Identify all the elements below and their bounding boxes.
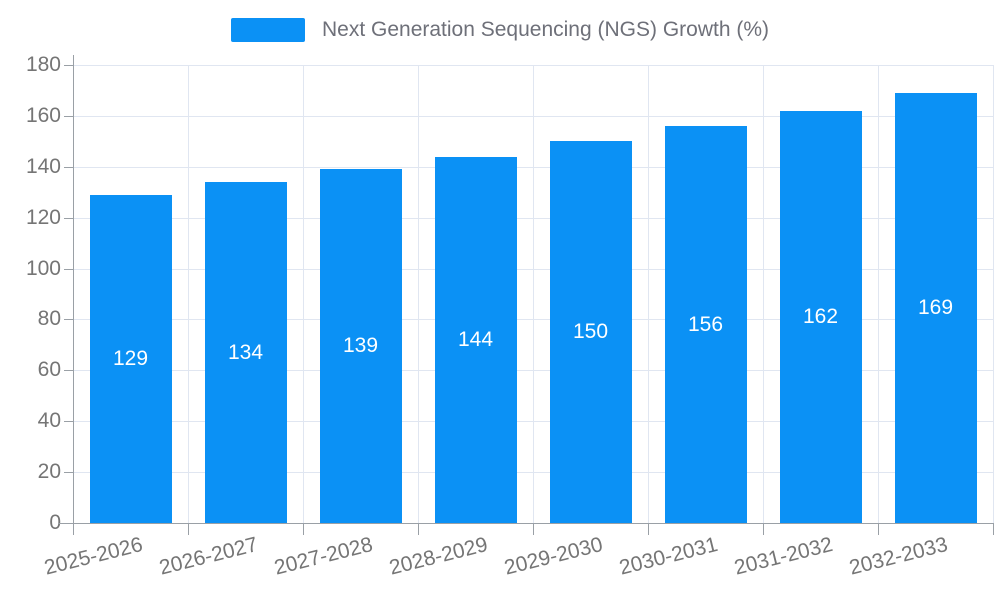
x-axis-tick-label: 2029-2030 xyxy=(502,533,606,580)
y-axis-tick xyxy=(64,166,73,168)
y-axis-tick-label: 20 xyxy=(37,460,61,484)
y-axis-tick xyxy=(64,370,73,372)
bar-2032-2033: 169 xyxy=(894,92,977,523)
bar-2031-2032: 162 xyxy=(779,110,862,523)
bar-value-label: 169 xyxy=(917,295,954,319)
bar-value-label: 162 xyxy=(802,304,839,328)
bar-2029-2030: 150 xyxy=(549,141,632,523)
gridline-vertical xyxy=(188,65,189,523)
x-axis-tick-label: 2030-2031 xyxy=(617,533,721,580)
bar-value-label: 144 xyxy=(457,327,494,351)
bar-value-label: 129 xyxy=(112,346,149,370)
gridline-vertical xyxy=(418,65,419,523)
bar-2030-2031: 156 xyxy=(664,126,747,523)
gridline-vertical xyxy=(648,65,649,523)
x-axis-tick xyxy=(188,523,189,535)
y-axis-tick xyxy=(64,268,73,270)
x-axis-tick-label: 2025-2026 xyxy=(42,533,146,580)
bar-value-label: 134 xyxy=(227,340,264,364)
y-axis-tick xyxy=(64,319,73,321)
x-axis-tick-label: 2026-2027 xyxy=(157,533,261,580)
y-axis-tick xyxy=(64,421,73,423)
x-axis-tick-label: 2032-2033 xyxy=(847,533,951,580)
x-axis-line xyxy=(58,523,993,524)
x-axis-tick-label: 2027-2028 xyxy=(272,533,376,580)
y-axis-tick-label: 160 xyxy=(25,103,61,127)
bar-2025-2026: 129 xyxy=(89,194,172,523)
y-axis-tick-label: 0 xyxy=(49,511,61,534)
bar-2026-2027: 134 xyxy=(204,182,287,523)
bar-value-label: 150 xyxy=(572,320,609,344)
y-axis-tick-label: 60 xyxy=(37,358,61,382)
x-axis-tick xyxy=(763,523,764,535)
y-axis-tick-label: 40 xyxy=(37,409,61,433)
bar-value-label: 139 xyxy=(342,334,379,358)
legend-item-ngs-growth[interactable]: Next Generation Sequencing (NGS) Growth … xyxy=(230,18,770,42)
x-axis-tick xyxy=(878,523,879,535)
x-axis-tick xyxy=(993,523,994,535)
bar-2028-2029: 144 xyxy=(434,156,517,523)
y-axis-tick xyxy=(64,115,73,117)
y-axis-tick-label: 120 xyxy=(25,205,61,229)
y-axis-tick-label: 80 xyxy=(37,307,61,331)
bar-value-label: 156 xyxy=(687,312,724,336)
x-axis-tick xyxy=(648,523,649,535)
x-axis-tick xyxy=(533,523,534,535)
gridline-vertical xyxy=(533,65,534,523)
x-axis-tick xyxy=(418,523,419,535)
gridline-vertical xyxy=(878,65,879,523)
legend-swatch xyxy=(230,18,305,42)
y-axis-line xyxy=(73,55,74,533)
x-axis-tick-label: 2028-2029 xyxy=(387,533,491,580)
y-axis-tick xyxy=(64,472,73,474)
y-axis-tick xyxy=(64,217,73,219)
x-axis-tick xyxy=(303,523,304,535)
gridline-vertical xyxy=(303,65,304,523)
gridline-vertical xyxy=(763,65,764,523)
y-axis-tick xyxy=(64,65,73,66)
y-axis-tick-label: 100 xyxy=(25,256,61,280)
y-axis-tick-label: 140 xyxy=(25,154,61,178)
x-axis-tick-label: 2031-2032 xyxy=(732,533,836,580)
chart-legend: Next Generation Sequencing (NGS) Growth … xyxy=(0,18,1000,42)
y-axis-tick-label: 180 xyxy=(25,53,61,76)
gridline-vertical xyxy=(993,65,994,523)
legend-label: Next Generation Sequencing (NGS) Growth … xyxy=(321,18,770,41)
bar-2027-2028: 139 xyxy=(319,169,402,523)
